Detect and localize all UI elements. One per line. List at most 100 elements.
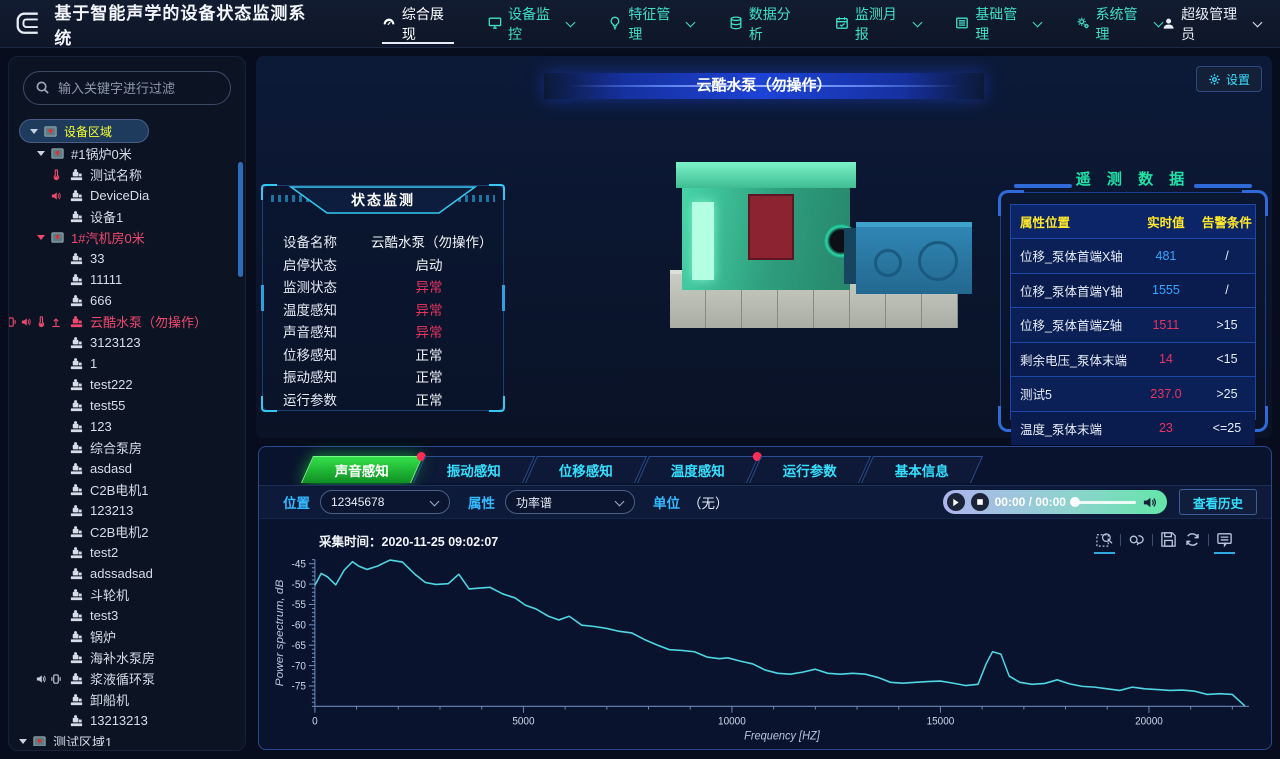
app-logo-icon	[12, 7, 44, 41]
tree-item-asdasd[interactable]: asdasd	[9, 458, 239, 479]
tree-item-label: 1	[90, 356, 98, 371]
volume-icon[interactable]	[1142, 495, 1157, 510]
dashboard-icon	[382, 16, 396, 31]
user-menu[interactable]: 超级管理员	[1162, 4, 1262, 44]
tree-item-test3[interactable]: test3	[9, 605, 239, 626]
device-icon	[69, 671, 84, 686]
tree-item-label: 33	[90, 251, 105, 266]
tree-item-test222[interactable]: test222	[9, 374, 239, 395]
attribute-label: 属性	[468, 496, 495, 511]
stop-button[interactable]	[970, 493, 989, 511]
device-icon	[69, 482, 84, 497]
tree-item-adssadsad[interactable]: adssadsad	[9, 563, 239, 584]
tree-item-1#汽机房0米[interactable]: 1#汽机房0米	[9, 227, 239, 248]
sidebar-scrollbar[interactable]	[238, 162, 243, 277]
status-panel-header: 状态监测	[289, 186, 477, 215]
tree-item-11111[interactable]: 11111	[9, 269, 239, 290]
position-select[interactable]: 12345678	[320, 490, 450, 514]
nav-item-1[interactable]: 综合展现	[381, 0, 455, 48]
tree-expand-arrow-icon[interactable]	[37, 151, 45, 156]
tree-item-测试名称[interactable]: 测试名称	[9, 164, 239, 185]
tree-item-设备1[interactable]: 设备1	[9, 206, 239, 227]
chart-toolbox	[1094, 531, 1235, 554]
nav-item-2[interactable]: 设备监控	[488, 0, 574, 48]
zoom-restore-icon[interactable]	[1128, 531, 1145, 548]
tab-声音感知[interactable]: 声音感知	[300, 452, 426, 483]
telemetry-attr: 位移_泵体首端X轴	[1020, 250, 1123, 265]
tree-item-C2B电机2[interactable]: C2B电机2	[9, 521, 239, 542]
tree-expand-arrow-icon[interactable]	[37, 235, 45, 240]
toolbox-divider	[1152, 533, 1153, 546]
tree-item-33[interactable]: 33	[9, 248, 239, 269]
attribute-select[interactable]: 功率谱	[505, 490, 635, 514]
status-row: 监测状态 异常	[283, 275, 487, 298]
tree-item-123213[interactable]: 123213	[9, 500, 239, 521]
nav-item-5[interactable]: 监测月报	[835, 0, 921, 48]
tree-item-设备区域[interactable]: 设备区域	[19, 119, 149, 143]
tree-item-123[interactable]: 123	[9, 416, 239, 437]
tree-item-斗轮机[interactable]: 斗轮机	[9, 584, 239, 605]
tree-item-1[interactable]: 1	[9, 353, 239, 374]
data-zoom-icon[interactable]	[1094, 531, 1115, 554]
tab-温度感知[interactable]: 温度感知	[636, 452, 762, 483]
tree-item-#1锅炉0米[interactable]: #1锅炉0米	[9, 143, 239, 164]
tree-item-卸船机[interactable]: 卸船机	[9, 689, 239, 710]
tree-item-浆液循环泵[interactable]: 浆液循环泵	[9, 668, 239, 689]
tree-item-DeviceDia[interactable]: DeviceDia	[9, 185, 239, 206]
tree-item-锅炉[interactable]: 锅炉	[9, 626, 239, 647]
attribute-value: 功率谱	[516, 495, 553, 510]
refresh-icon[interactable]	[1184, 531, 1201, 548]
tree-item-C2B电机1[interactable]: C2B电机1	[9, 479, 239, 500]
tree-item-label: 设备区域	[64, 124, 113, 139]
tree-item-海补水泵房[interactable]: 海补水泵房	[9, 647, 239, 668]
nav-item-4[interactable]: 数据分析	[729, 0, 801, 48]
tree-item-666[interactable]: 666	[9, 290, 239, 311]
tree-item-测试区域1[interactable]: 测试区域1	[9, 731, 239, 746]
tree-item-云酷水泵（勿操作）[interactable]: 云酷水泵（勿操作）	[9, 311, 239, 332]
model-motor	[676, 162, 858, 290]
tab-运行参数[interactable]: 运行参数	[748, 456, 872, 483]
alarm-type-icons	[50, 168, 62, 181]
spectrum-chart[interactable]: -75 -70 -65 -60 -55 -50 -45 0 5000 10000 15000 2000…	[269, 551, 1261, 743]
tree-item-综合泵房[interactable]: 综合泵房	[9, 437, 239, 458]
tree-expand-arrow-icon[interactable]	[30, 128, 38, 134]
view-history-button[interactable]: 查看历史	[1178, 489, 1257, 515]
play-button[interactable]	[946, 493, 965, 511]
nav-item-6[interactable]: 基础管理	[955, 0, 1041, 48]
tab-基本信息[interactable]: 基本信息	[860, 456, 984, 483]
tab-振动感知[interactable]: 振动感知	[412, 456, 536, 483]
save-image-icon[interactable]	[1160, 531, 1177, 548]
telemetry-row: 位移_泵体首端X轴 481 /	[1011, 238, 1255, 273]
tree-item-13213213[interactable]: 13213213	[9, 710, 239, 731]
nav-item-7[interactable]: 系统管理	[1076, 0, 1162, 48]
tab-label: 基本信息	[894, 464, 949, 479]
device-icon	[69, 608, 84, 623]
tree-item-label: test2	[90, 545, 119, 560]
status-label: 声音感知	[283, 325, 337, 341]
main-content: 云酷水泵（勿操作） 设置	[256, 56, 1272, 751]
tree-item-3123123[interactable]: 3123123	[9, 332, 239, 353]
chevron-down-icon	[686, 17, 694, 26]
telemetry-row: 测试5 237.0 >25	[1011, 376, 1255, 411]
status-row: 声音感知 异常	[283, 320, 487, 343]
panel-corner	[261, 184, 277, 200]
settings-button[interactable]: 设置	[1195, 66, 1262, 92]
tree-item-test2[interactable]: test2	[9, 542, 239, 563]
device-icon	[69, 692, 84, 707]
user-icon	[1162, 17, 1175, 31]
area-icon	[50, 230, 65, 245]
tree-search-input[interactable]	[23, 71, 231, 105]
chevron-down-icon	[1154, 17, 1162, 26]
player-progress-slider[interactable]	[1069, 497, 1136, 507]
tree-expand-arrow-icon[interactable]	[19, 739, 27, 744]
pump-3d-model[interactable]	[648, 148, 978, 348]
status-label: 启停状态	[283, 257, 337, 273]
tab-位移感知[interactable]: 位移感知	[524, 456, 648, 483]
data-view-icon[interactable]	[1214, 531, 1235, 554]
nav-item-3[interactable]: 特征管理	[608, 0, 694, 48]
telemetry-value: 23	[1158, 421, 1173, 436]
telemetry-attr: 位移_泵体首端Z轴	[1020, 319, 1123, 334]
tab-label: 声音感知	[334, 464, 389, 479]
tree-item-test55[interactable]: test55	[9, 395, 239, 416]
top-navbar: 基于智能声学的设备状态监测系统 综合展现 设备监控 特征管理 数据分析 监测月报 基础管理…	[0, 0, 1280, 48]
